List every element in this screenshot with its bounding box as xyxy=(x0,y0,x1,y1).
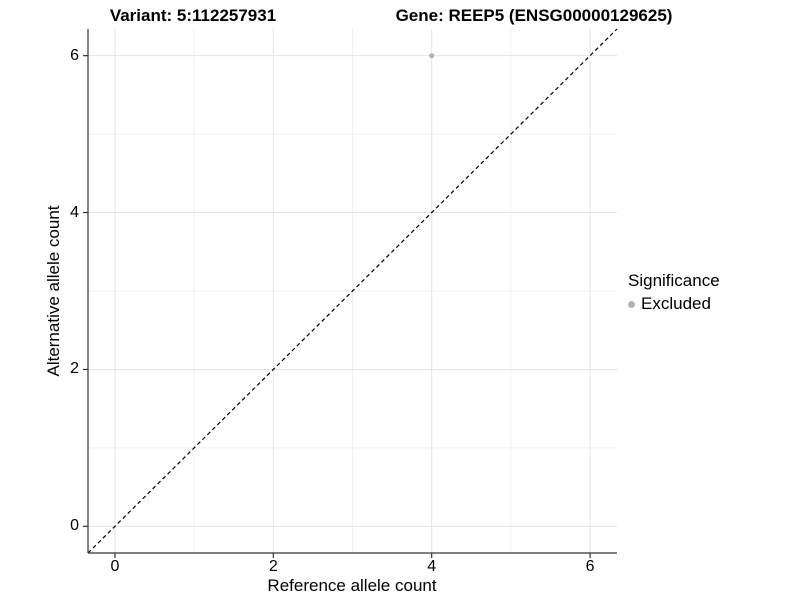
y-tick-label: 2 xyxy=(70,360,79,378)
x-tick-label: 0 xyxy=(110,558,120,575)
x-axis-title: Reference allele count xyxy=(267,576,437,595)
y-tick-label: 0 xyxy=(70,517,79,535)
plot-title-gene: Gene: REEP5 (ENSG00000129625) xyxy=(395,6,673,25)
y-axis-title: Alternative allele count xyxy=(44,205,63,377)
legend: Significance Excluded xyxy=(628,271,720,314)
legend-point-swatch xyxy=(628,300,635,308)
x-tick-label: 6 xyxy=(585,558,595,575)
data-point xyxy=(429,53,435,59)
y-tick-label: 6 xyxy=(70,46,79,64)
legend-title: Significance xyxy=(628,271,720,290)
x-tick-label: 2 xyxy=(268,558,278,575)
legend-item-excluded: Excluded xyxy=(628,294,720,314)
x-tick-label: 4 xyxy=(427,558,437,575)
plot-title-variant: Variant: 5:112257931 xyxy=(109,6,277,25)
legend-item-label: Excluded xyxy=(641,294,711,313)
identity-line xyxy=(87,28,618,554)
y-tick-label: 4 xyxy=(70,203,79,221)
